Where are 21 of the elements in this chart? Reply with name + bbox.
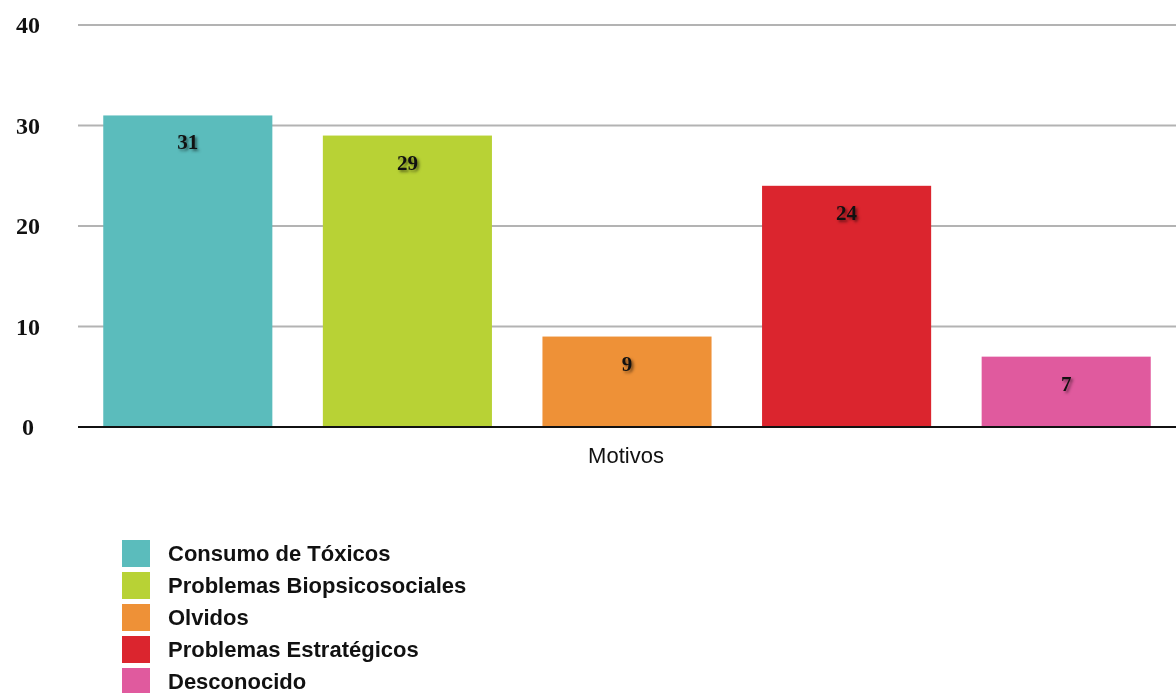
y-tick-label: 40 <box>16 12 40 39</box>
x-tick-label: Motivos <box>588 443 664 468</box>
legend-label: Olvidos <box>168 604 249 630</box>
bar <box>762 185 932 427</box>
y-tick-label: 0 <box>22 414 34 441</box>
y-tick-label: 20 <box>16 213 40 240</box>
y-tick-label: 30 <box>16 112 40 139</box>
bar <box>542 336 712 427</box>
y-tick-label: 10 <box>16 313 40 340</box>
data-label: 31 <box>177 130 199 155</box>
legend-label: Desconocido <box>168 668 307 693</box>
bar <box>981 356 1151 427</box>
data-label: 9 <box>621 351 633 376</box>
legend-label: Problemas Biopsicosociales <box>168 572 467 598</box>
legend-label: Problemas Estratégicos <box>168 636 419 662</box>
bar <box>103 115 273 427</box>
data-label: 7 <box>1060 371 1072 396</box>
bar <box>322 135 492 427</box>
legend-label: Consumo de Tóxicos <box>168 540 391 566</box>
data-label: 24 <box>836 200 858 225</box>
data-label: 29 <box>396 150 418 175</box>
